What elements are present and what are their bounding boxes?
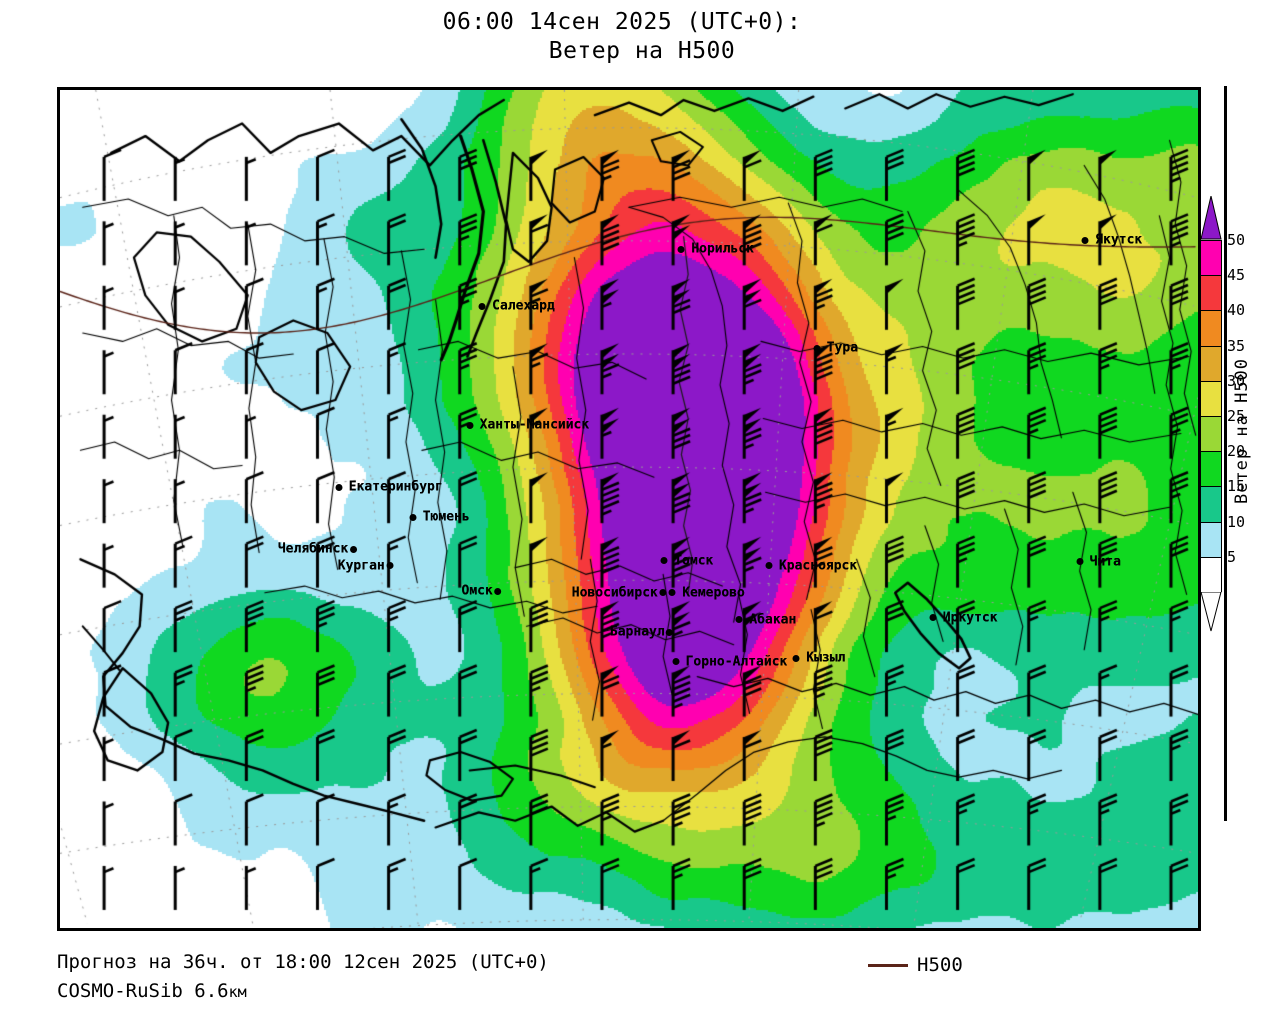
map-frame[interactable]: Норильск Салехард Тура Якутск Ханты-Мансийск… (57, 87, 1201, 931)
colorbar-tick-30: 30 (1227, 371, 1246, 390)
footer-block: Прогноз на 36ч. от 18:00 12сен 2025 (UTC… (57, 948, 1257, 1007)
colorbar-tick-5: 5 (1227, 547, 1237, 566)
colorbar-band-6 (1201, 452, 1221, 488)
forecast-info: Прогноз на 36ч. от 18:00 12сен 2025 (UTC… (57, 951, 549, 973)
colorbar-tick-45: 45 (1227, 266, 1246, 285)
colorbar-band-8 (1201, 522, 1221, 558)
model-name: COSMO-RuSib 6.6 (57, 980, 229, 1003)
colorbar-tick-35: 35 (1227, 336, 1246, 355)
weather-map-canvas[interactable] (60, 90, 1198, 928)
colorbar-band-7 (1201, 487, 1221, 523)
h500-legend-label: H500 (917, 954, 963, 976)
colorbar-band-5 (1201, 416, 1221, 453)
colorbar-tick-40: 40 (1227, 301, 1246, 320)
colorbar-band-2 (1201, 311, 1221, 347)
colorbar-tick-20: 20 (1227, 442, 1246, 461)
colorbar-axis-label: Ветер на H500 (1232, 357, 1252, 505)
colorbar-underflow-arrow (1200, 592, 1222, 632)
h500-line-swatch (868, 963, 908, 967)
model-info: COSMO-RuSib 6.6км (57, 977, 1257, 1006)
model-resolution-unit: км (228, 983, 247, 1002)
colorbar-tick-50: 50 (1227, 231, 1246, 249)
colorbar-bands (1200, 240, 1222, 593)
h500-contour-legend: H500 (868, 954, 963, 976)
colorbar-band-1 (1201, 276, 1221, 312)
colorbar-overflow-arrow (1200, 196, 1222, 240)
title-valid-time: 06:00 14сен 2025 (UTC+0): (442, 9, 802, 35)
colorbar-legend: 50 45 40 35 30 25 20 15 10 5 Ветер на H500 (1200, 86, 1280, 821)
colorbar-band-9 (1201, 557, 1221, 593)
colorbar-frame-line (1224, 86, 1227, 821)
colorbar-band-0 (1201, 241, 1221, 277)
colorbar-tick-25: 25 (1227, 407, 1246, 425)
colorbar-band-3 (1201, 346, 1221, 382)
colorbar-tick-15: 15 (1227, 477, 1246, 496)
title-variable: Ветер на H500 (548, 38, 736, 65)
colorbar-tick-10: 10 (1227, 512, 1246, 531)
colorbar-band-4 (1201, 381, 1221, 417)
chart-title-block: 06:00 14сен 2025 (UTC+0): Ветер на H500 (0, 8, 1280, 67)
